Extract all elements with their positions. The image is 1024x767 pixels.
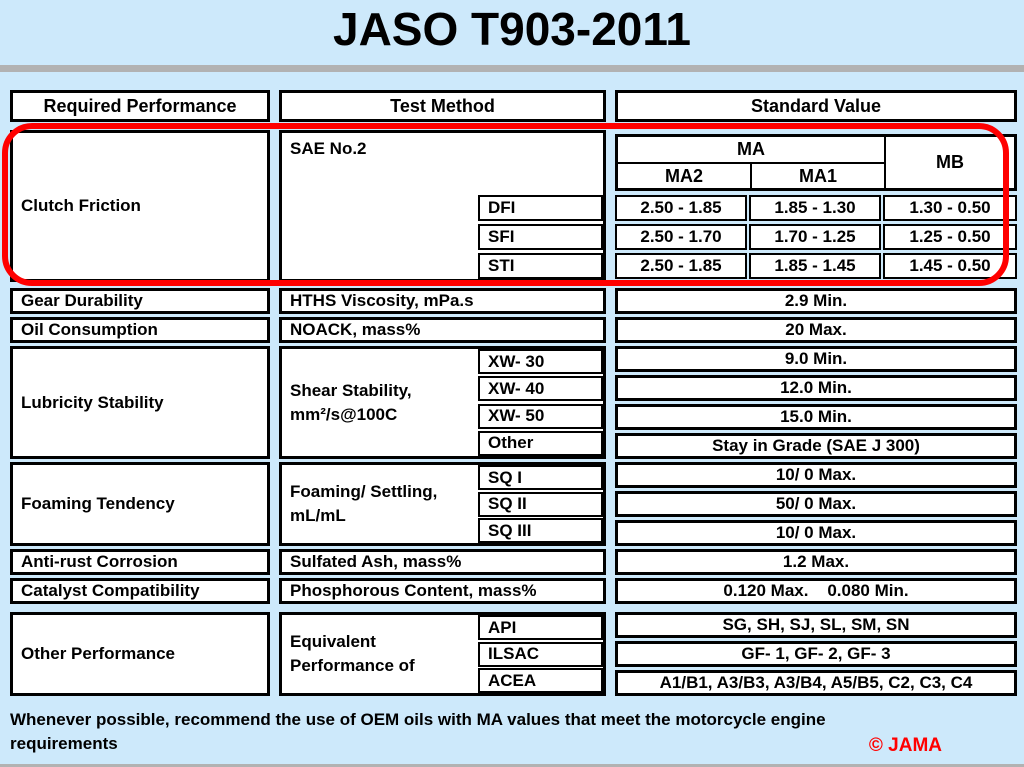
column-standard-value: Standard Value MA MA2 MA1 MB 2.50 - 1.85… <box>615 90 1017 699</box>
footer-line2: requirements <box>10 734 118 753</box>
sfi-ma2-value: 2.50 - 1.70 <box>615 224 747 250</box>
header-test-method: Test Method <box>279 90 606 122</box>
dfi-mb-value: 1.30 - 0.50 <box>883 195 1017 221</box>
header-required-performance: Required Performance <box>10 90 270 122</box>
cell-sq3: SQ III <box>478 518 603 543</box>
cell-xw30: XW- 30 <box>478 349 603 374</box>
value-api: SG, SH, SJ, SL, SM, SN <box>615 612 1017 638</box>
cell-lubricity-stability: Lubricity Stability <box>10 346 270 459</box>
value-phosphorous: 0.120 Max. 0.080 Min. <box>615 578 1017 604</box>
cell-sq2: SQ II <box>478 491 603 517</box>
cell-api: API <box>478 615 603 640</box>
viscosity-grade-subcolumn: XW- 30 XW- 40 XW- 50 Other <box>478 349 603 456</box>
ma-header: MA <box>618 137 884 164</box>
sti-ma1-value: 1.85 - 1.45 <box>749 253 881 279</box>
value-xw30: 9.0 Min. <box>615 346 1017 372</box>
ma2-header: MA2 <box>618 164 752 188</box>
value-hths: 2.9 Min. <box>615 288 1017 314</box>
foaming-settling-label: Foaming/ Settling, mL/mL <box>290 482 438 525</box>
value-sulfated-ash: 1.2 Max. <box>615 549 1017 575</box>
value-acea: A1/B1, A3/B3, A3/B4, A5/B5, C2, C3, C4 <box>615 670 1017 696</box>
clutch-standard-value-block: MA MA2 MA1 MB 2.50 - 1.85 1.85 - 1.30 1.… <box>615 130 1017 282</box>
shear-stability-label: Shear Stability, mm²/s@100C <box>290 380 412 424</box>
mb-header: MB <box>884 137 1014 188</box>
ma1-header: MA1 <box>798 165 837 186</box>
spec-table: Required Performance Clutch Friction Gea… <box>10 90 1017 699</box>
value-other-grade: Stay in Grade (SAE J 300) <box>615 433 1017 459</box>
value-xw50: 15.0 Min. <box>615 404 1017 430</box>
cell-other-performance: Other Performance <box>10 612 270 696</box>
cell-sulfated-ash: Sulfated Ash, mass% <box>279 549 606 575</box>
value-sq3: 10/ 0 Max. <box>615 520 1017 546</box>
ma-mb-header-group: MA MA2 MA1 MB <box>615 134 1017 191</box>
cell-catalyst-compatibility: Catalyst Compatibility <box>10 578 270 604</box>
cell-ilsac: ILSAC <box>478 641 603 667</box>
clutch-values-dfi: 2.50 - 1.85 1.85 - 1.30 1.30 - 0.50 <box>615 195 1017 221</box>
cell-equivalent-performance: Equivalent Performance of API ILSAC ACEA <box>279 612 606 696</box>
cell-noack: NOACK, mass% <box>279 317 606 343</box>
cell-sfi: SFI <box>478 224 603 250</box>
cell-sae-no2: SAE No.2 DFI SFI STI <box>279 130 606 282</box>
clutch-test-subcolumn: DFI SFI STI <box>478 195 603 279</box>
column-required-performance: Required Performance Clutch Friction Gea… <box>10 90 270 699</box>
cell-sq1: SQ I <box>478 465 603 490</box>
cell-clutch-friction: Clutch Friction <box>10 130 270 282</box>
column-test-method: Test Method SAE No.2 DFI SFI STI HTHS Vi… <box>279 90 606 699</box>
sfi-ma1-value: 1.70 - 1.25 <box>749 224 881 250</box>
page-title: JASO T903-2011 <box>332 3 691 55</box>
cell-sti: STI <box>478 253 603 279</box>
dfi-ma1-value: 1.85 - 1.30 <box>749 195 881 221</box>
sfi-mb-value: 1.25 - 0.50 <box>883 224 1017 250</box>
sae-no2-label: SAE No.2 <box>290 139 367 158</box>
footer-note: Whenever possible, recommend the use of … <box>10 708 990 756</box>
cell-dfi: DFI <box>478 195 603 221</box>
value-ilsac: GF- 1, GF- 2, GF- 3 <box>615 641 1017 667</box>
cell-anti-rust-corrosion: Anti-rust Corrosion <box>10 549 270 575</box>
header-standard-value: Standard Value <box>615 90 1017 122</box>
value-sq1: 10/ 0 Max. <box>615 462 1017 488</box>
bottom-divider <box>0 764 1024 767</box>
clutch-values-sfi: 2.50 - 1.70 1.70 - 1.25 1.25 - 0.50 <box>615 224 1017 250</box>
value-sq2: 50/ 0 Max. <box>615 491 1017 517</box>
sti-ma2-value: 2.50 - 1.85 <box>615 253 747 279</box>
cell-gear-durability: Gear Durability <box>10 288 270 314</box>
sequence-subcolumn: SQ I SQ II SQ III <box>478 465 603 543</box>
standards-subcolumn: API ILSAC ACEA <box>478 615 603 693</box>
cell-acea: ACEA <box>478 668 603 693</box>
clutch-values-sti: 2.50 - 1.85 1.85 - 1.45 1.45 - 0.50 <box>615 253 1017 279</box>
footer-line1: Whenever possible, recommend the use of … <box>10 710 826 729</box>
cell-phosphorous-content: Phosphorous Content, mass% <box>279 578 606 604</box>
ma-group: MA MA2 MA1 <box>618 137 884 188</box>
value-xw40: 12.0 Min. <box>615 375 1017 401</box>
cell-shear-stability: Shear Stability, mm²/s@100C XW- 30 XW- 4… <box>279 346 606 459</box>
value-noack: 20 Max. <box>615 317 1017 343</box>
cell-foaming-settling: Foaming/ Settling, mL/mL SQ I SQ II SQ I… <box>279 462 606 546</box>
jama-copyright: © JAMA <box>868 735 942 756</box>
cell-other-grade: Other <box>478 430 603 456</box>
cell-xw40: XW- 40 <box>478 376 603 402</box>
cell-foaming-tendency: Foaming Tendency <box>10 462 270 546</box>
equivalent-performance-label: Equivalent Performance of <box>290 632 415 675</box>
dfi-ma2-value: 2.50 - 1.85 <box>615 195 747 221</box>
cell-hths-viscosity: HTHS Viscosity, mPa.s <box>279 288 606 314</box>
title-divider <box>0 65 1024 72</box>
cell-xw50: XW- 50 <box>478 403 603 429</box>
sti-mb-value: 1.45 - 0.50 <box>883 253 1017 279</box>
cell-oil-consumption: Oil Consumption <box>10 317 270 343</box>
ma-subheaders: MA2 MA1 <box>618 164 884 188</box>
